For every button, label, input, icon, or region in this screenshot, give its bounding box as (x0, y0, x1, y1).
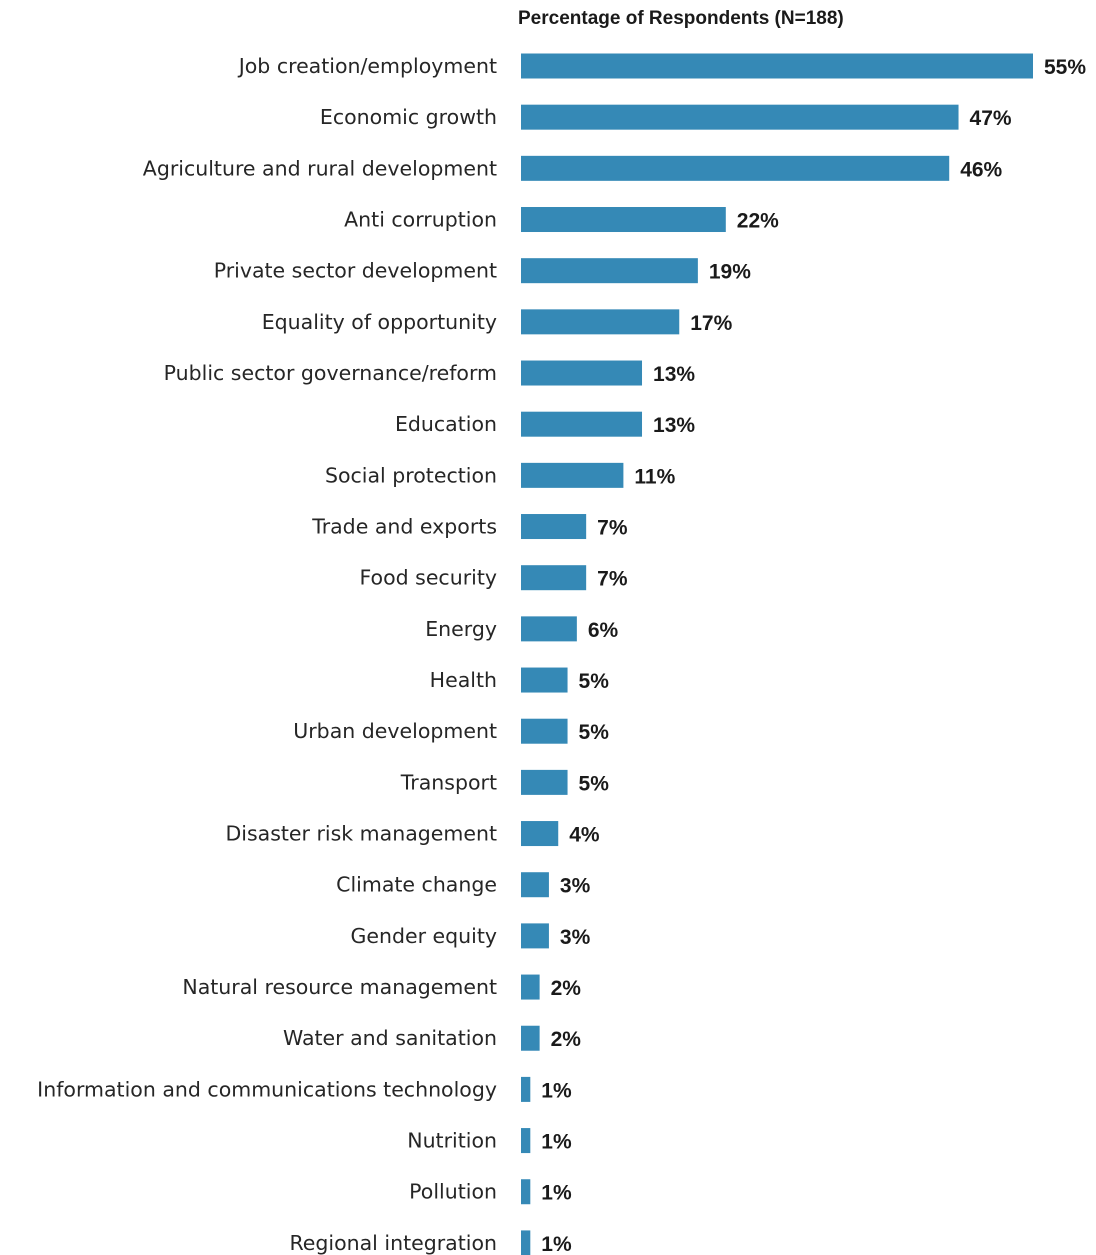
bar-16 (521, 821, 559, 847)
value-label-23: 1% (541, 1182, 572, 1205)
category-label-2: Economic growth (320, 105, 497, 129)
bar-12 (521, 616, 577, 642)
bar-15 (521, 769, 568, 795)
bar-1 (521, 53, 1033, 79)
bar-11 (521, 565, 587, 591)
bar-7 (521, 360, 643, 386)
category-label-8: Education (395, 412, 497, 436)
value-label-14: 5% (579, 721, 610, 744)
bar-9 (521, 462, 624, 488)
category-label-4: Anti corruption (344, 208, 497, 232)
value-label-17: 3% (560, 875, 591, 898)
bar-18 (521, 923, 549, 949)
bar-5 (521, 258, 698, 284)
category-label-17: Climate change (336, 873, 497, 897)
category-label-22: Nutrition (407, 1129, 497, 1153)
bar-21 (521, 1076, 531, 1102)
category-label-14: Urban development (293, 719, 497, 743)
bar-22 (521, 1128, 531, 1154)
category-label-6: Equality of opportunity (262, 310, 497, 334)
value-label-3: 46% (960, 158, 1002, 181)
category-label-21: Information and communications technolog… (37, 1077, 497, 1101)
category-label-7: Public sector governance/reform (164, 361, 497, 385)
value-label-13: 5% (579, 670, 610, 693)
category-label-1: Job creation/employment (237, 54, 497, 78)
bar-24 (521, 1230, 531, 1255)
category-label-9: Social protection (325, 463, 497, 487)
value-label-6: 17% (690, 312, 732, 335)
value-label-8: 13% (653, 414, 695, 437)
category-label-11: Food security (359, 566, 497, 590)
category-label-13: Health (430, 668, 497, 692)
bar-8 (521, 411, 643, 437)
value-label-11: 7% (597, 568, 628, 591)
bar-20 (521, 1025, 540, 1051)
category-label-19: Natural resource management (182, 975, 497, 999)
bar-10 (521, 514, 587, 540)
value-label-24: 1% (541, 1233, 572, 1255)
value-label-2: 47% (970, 107, 1012, 130)
bar-17 (521, 872, 549, 898)
value-label-18: 3% (560, 926, 591, 949)
bars-group: Job creation/employment 55% Economic growt… (37, 53, 1086, 1255)
category-label-5: Private sector development (214, 259, 497, 283)
bar-6 (521, 309, 680, 335)
category-label-10: Trade and exports (311, 515, 497, 539)
chart-title: Percentage of Respondents (N=188) (518, 8, 844, 29)
value-label-5: 19% (709, 261, 751, 284)
bar-13 (521, 667, 568, 693)
category-label-18: Gender equity (350, 924, 497, 948)
category-label-16: Disaster risk management (225, 822, 497, 846)
bar-2 (521, 104, 959, 130)
value-label-15: 5% (579, 772, 610, 795)
bar-23 (521, 1179, 531, 1205)
category-label-24: Regional integration (289, 1231, 497, 1255)
category-label-20: Water and sanitation (283, 1026, 497, 1050)
value-label-7: 13% (653, 363, 695, 386)
category-label-15: Transport (400, 770, 497, 794)
value-label-16: 4% (569, 824, 600, 847)
value-label-9: 11% (634, 465, 675, 488)
bar-3 (521, 155, 950, 181)
value-label-21: 1% (541, 1079, 572, 1102)
bar-19 (521, 974, 540, 1000)
value-label-20: 2% (551, 1028, 582, 1051)
bar-14 (521, 718, 568, 744)
value-label-4: 22% (737, 210, 779, 233)
category-label-3: Agriculture and rural development (143, 156, 497, 180)
category-label-23: Pollution (409, 1180, 497, 1204)
bar-4 (521, 207, 726, 233)
value-label-19: 2% (551, 977, 582, 1000)
category-label-12: Energy (425, 617, 497, 641)
value-label-12: 6% (588, 619, 619, 642)
value-label-22: 1% (541, 1131, 572, 1154)
value-label-10: 7% (597, 517, 628, 540)
value-label-1: 55% (1044, 56, 1086, 79)
